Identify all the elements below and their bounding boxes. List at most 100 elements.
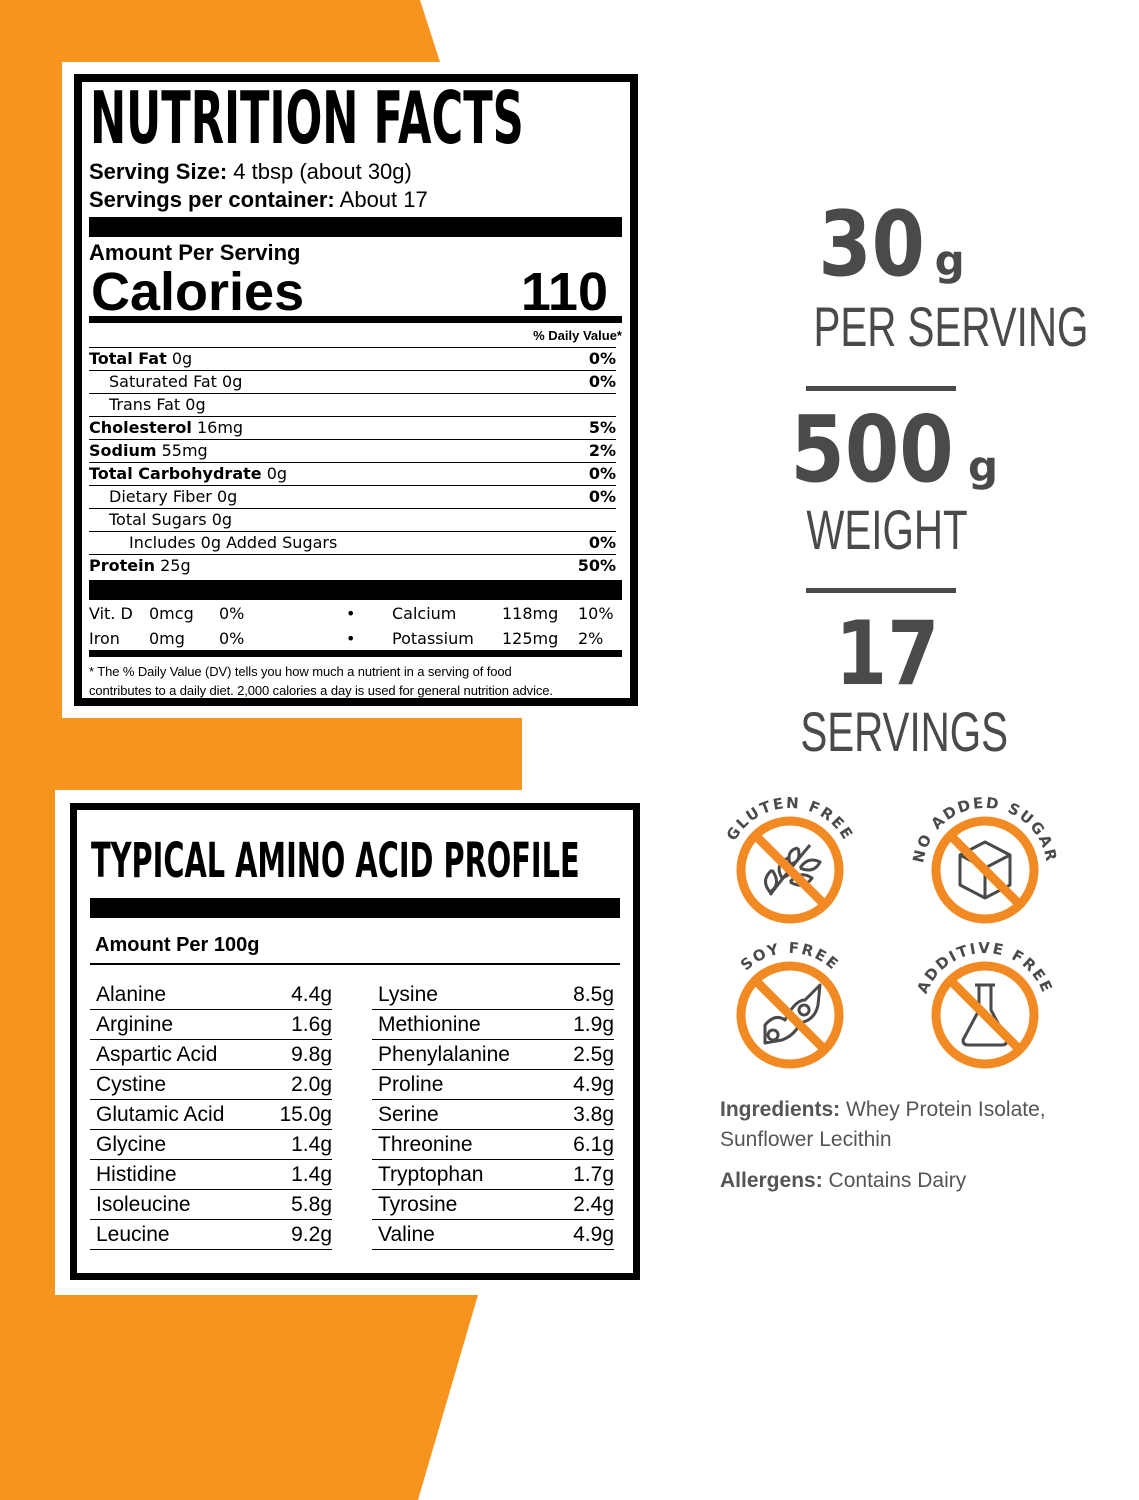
- amino-row: Methionine 1.9g: [372, 1010, 614, 1040]
- mineral-name2: Calcium: [392, 604, 457, 623]
- mineral-dv: 0%: [219, 604, 245, 623]
- amino-value: 9.8g: [291, 1043, 332, 1066]
- amino-value: 3.8g: [573, 1103, 614, 1126]
- soybean-icon: [763, 983, 822, 1045]
- amino-name: Proline: [378, 1073, 444, 1096]
- amino-row: Arginine 1.6g: [90, 1010, 332, 1040]
- amino-name: Serine: [378, 1103, 439, 1126]
- amino-value: 1.7g: [573, 1163, 614, 1186]
- amino-value: 1.9g: [573, 1013, 614, 1036]
- amino-name: Glutamic Acid: [96, 1103, 225, 1126]
- amino-value: 5.8g: [291, 1193, 332, 1216]
- badges: GLUTEN FREE NO ADDED SUGAR SOY FREE ADDI…: [723, 794, 1060, 1069]
- nutrient-dv: 50%: [577, 556, 616, 575]
- nutrient-row: Trans Fat 0g: [89, 394, 616, 417]
- nutrient-row: Protein 25g 50%: [89, 555, 616, 578]
- svg-text:NO ADDED SUGAR: NO ADDED SUGAR: [909, 794, 1060, 865]
- nutrient-amount: 0g: [266, 464, 288, 483]
- amino-row: Threonine 6.1g: [372, 1130, 614, 1160]
- mineral-amount2: 118mg: [502, 604, 559, 623]
- nutrient-amount: 0g: [222, 372, 243, 391]
- badge-no-added-sugar: NO ADDED SUGAR: [909, 794, 1060, 924]
- amino-value: 8.5g: [573, 983, 614, 1006]
- stat-value: 500 g: [790, 396, 999, 503]
- amino-value: 4.9g: [573, 1073, 614, 1096]
- nutrient-amount: 0g: [211, 510, 233, 529]
- nutrient-dv: 0%: [588, 487, 616, 506]
- nutrient-dv: 2%: [588, 441, 616, 460]
- nutrient-amount: 16mg: [196, 418, 244, 437]
- nutrient-amount: 0g: [185, 395, 206, 414]
- amino-value: 1.6g: [291, 1013, 332, 1036]
- amino-value: 2.0g: [291, 1073, 332, 1096]
- amino-subtitle: Amount Per 100g: [95, 934, 260, 956]
- thick-divider: [89, 580, 622, 600]
- amino-name: Histidine: [96, 1163, 177, 1186]
- stat-label: PER SERVING: [813, 295, 1089, 358]
- amino-name: Valine: [378, 1223, 435, 1246]
- amino-name: Tyrosine: [378, 1193, 458, 1216]
- nutrition-facts-label: NUTRITION FACTS Serving Size: 4 tbsp (ab…: [74, 74, 638, 706]
- amino-name: Alanine: [96, 983, 167, 1006]
- amino-row: Phenylalanine 2.5g: [372, 1040, 614, 1070]
- nutrient-dv: 0%: [588, 349, 616, 368]
- divider: [806, 588, 956, 593]
- mineral-dv2: 10%: [578, 604, 614, 623]
- mineral-dv: 0%: [219, 629, 245, 648]
- nutrient-name: Dietary Fiber: [109, 487, 212, 506]
- nutrient-amount: 0g: [216, 487, 238, 506]
- calories-value: 110: [520, 262, 608, 322]
- amino-row: Tryptophan 1.7g: [372, 1160, 614, 1190]
- amino-name: Glycine: [96, 1133, 167, 1156]
- amino-row: Histidine 1.4g: [90, 1160, 332, 1190]
- amino-row: Leucine 9.2g: [90, 1220, 332, 1250]
- amino-value: 2.5g: [573, 1043, 614, 1066]
- amino-name: Lysine: [378, 983, 438, 1006]
- divider: [806, 386, 956, 391]
- stat-label: SERVINGS: [800, 700, 1009, 763]
- amino-row: Tyrosine 2.4g: [372, 1190, 614, 1220]
- amino-value: 1.4g: [291, 1163, 332, 1186]
- nutrient-amount: 55mg: [161, 441, 208, 460]
- nutrient-row: Total Fat 0g 0%: [89, 348, 616, 371]
- badge-label: NO ADDED SUGAR: [909, 794, 1058, 865]
- stat-label: WEIGHT: [806, 498, 968, 561]
- nutrient-name: Sodium: [89, 441, 157, 460]
- amino-name: Cystine: [96, 1073, 167, 1096]
- nutrient-row: Dietary Fiber 0g 0%: [89, 486, 616, 509]
- amino-value: 4.9g: [573, 1223, 614, 1246]
- nutrient-amount: 0g: [171, 349, 193, 368]
- mineral-name: Vit. D: [89, 604, 133, 623]
- amino-row: Valine 4.9g: [372, 1220, 614, 1250]
- ingredients: Ingredients: Whey Protein Isolate, Sunfl…: [720, 1098, 1046, 1151]
- nutrient-dv: 0%: [588, 372, 616, 391]
- amino-name: Methionine: [378, 1013, 481, 1036]
- amino-name: Isoleucine: [96, 1193, 191, 1216]
- nutrient-row: Saturated Fat 0g 0%: [89, 371, 616, 394]
- stat-value: 30 g: [818, 192, 965, 297]
- amino-row: Alanine 4.4g: [90, 980, 332, 1010]
- nutrient-name: Trans Fat: [109, 395, 181, 414]
- amino-value: 15.0g: [279, 1103, 332, 1126]
- serving-size: Serving Size: 4 tbsp (about 30g): [89, 159, 412, 184]
- nutrient-name: Cholesterol: [89, 418, 192, 437]
- nutrient-dv: 5%: [588, 418, 616, 437]
- badge-gluten-free: GLUTEN FREE: [723, 794, 855, 924]
- bullet: •: [346, 604, 356, 623]
- divider: [89, 316, 622, 323]
- amino-name: Phenylalanine: [378, 1043, 510, 1066]
- mineral-amount2: 125mg: [502, 629, 559, 648]
- amino-value: 9.2g: [291, 1223, 332, 1246]
- amino-value: 4.4g: [291, 983, 332, 1006]
- nutrient-row: Sodium 55mg 2%: [89, 440, 616, 463]
- badge-additive-free: ADDITIVE FREE: [913, 939, 1055, 1069]
- amino-value: 6.1g: [573, 1133, 614, 1156]
- stat-value: 17: [834, 602, 940, 705]
- badge-soy-free: SOY FREE: [736, 939, 844, 1069]
- nutrient-row: Total Carbohydrate 0g 0%: [89, 463, 616, 486]
- prohibited-icon: [736, 961, 844, 1069]
- mineral-name2: Potassium: [392, 629, 474, 648]
- allergens: Allergens: Contains Dairy: [720, 1169, 967, 1192]
- footnote: * The % Daily Value (DV) tells you how m…: [89, 664, 553, 698]
- nutrient-row: Total Sugars 0g: [89, 509, 616, 532]
